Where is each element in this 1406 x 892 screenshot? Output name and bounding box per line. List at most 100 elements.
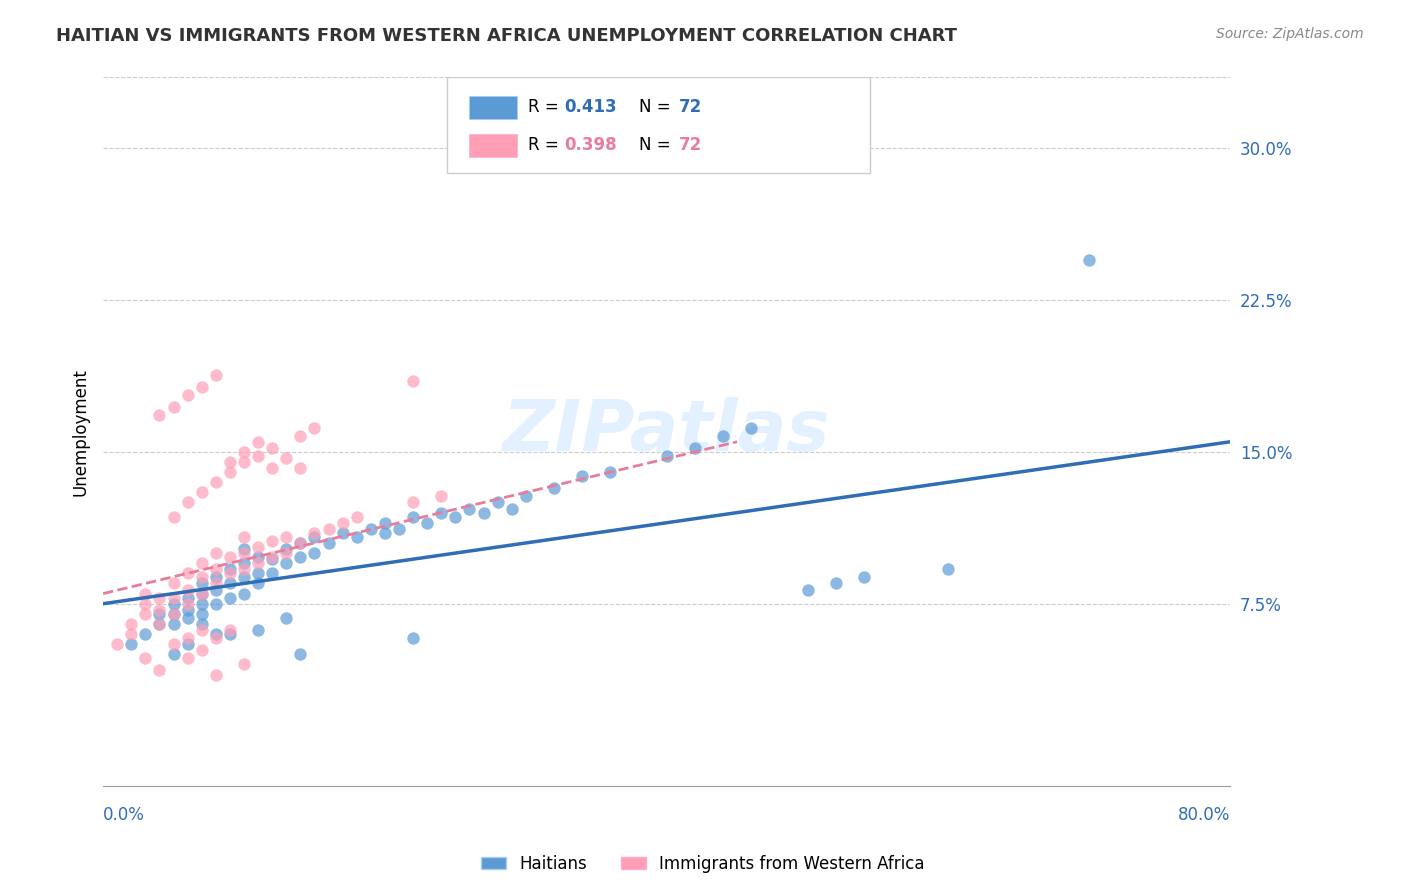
Point [205,570,228,584]
Point [162,616,184,631]
Point [416,516,439,530]
Text: 72: 72 [679,98,703,116]
Point [176,388,198,402]
Text: 0.0%: 0.0% [103,806,145,824]
Text: 72: 72 [679,136,703,154]
Point [402,631,425,645]
Point [190,586,212,600]
Point [262,552,284,566]
Point [205,582,228,597]
Point [219,591,242,605]
Point [176,637,198,651]
Point [134,627,156,641]
Point [176,566,198,581]
Y-axis label: Unemployment: Unemployment [72,368,89,496]
Point [402,374,425,388]
Text: 80.0%: 80.0% [1178,806,1230,824]
Point [374,516,396,530]
Point [290,550,312,565]
Point [162,509,184,524]
Point [304,546,326,560]
Point [190,623,212,637]
Point [515,490,537,504]
Point [148,616,170,631]
Point [190,556,212,570]
Text: HAITIAN VS IMMIGRANTS FROM WESTERN AFRICA UNEMPLOYMENT CORRELATION CHART: HAITIAN VS IMMIGRANTS FROM WESTERN AFRIC… [56,27,957,45]
Point [190,570,212,584]
Point [571,469,593,483]
Point [176,631,198,645]
Point [176,651,198,665]
Point [205,576,228,591]
Point [233,542,256,557]
Text: Source: ZipAtlas.com: Source: ZipAtlas.com [1216,27,1364,41]
Point [205,597,228,611]
Point [162,637,184,651]
Point [276,530,298,544]
Point [290,461,312,475]
Point [683,441,706,455]
Point [233,445,256,459]
Point [430,490,453,504]
Point [318,522,340,536]
Point [247,576,270,591]
Point [176,603,198,617]
Point [1078,252,1101,267]
Point [148,591,170,605]
Point [134,651,156,665]
Point [219,627,242,641]
Point [304,525,326,540]
Point [205,631,228,645]
Point [262,441,284,455]
Point [205,368,228,382]
Point [176,495,198,509]
Point [262,566,284,581]
Point [233,546,256,560]
Point [219,465,242,479]
Point [796,582,818,597]
Point [205,546,228,560]
Point [148,603,170,617]
Point [304,420,326,434]
Point [190,597,212,611]
Point [162,597,184,611]
Point [205,667,228,681]
Point [472,506,495,520]
Point [190,576,212,591]
Point [276,611,298,625]
Point [176,582,198,597]
Point [543,481,565,495]
Point [190,380,212,394]
Point [162,576,184,591]
Point [134,607,156,621]
Point [711,428,734,442]
Point [247,449,270,463]
Point [938,562,960,576]
Point [458,501,481,516]
Point [402,509,425,524]
Point [346,509,368,524]
Point [290,536,312,550]
Point [134,586,156,600]
Point [824,576,846,591]
Point [276,450,298,465]
Point [148,607,170,621]
Point [219,455,242,469]
Point [162,607,184,621]
Point [205,562,228,576]
Text: ZIPatlas: ZIPatlas [503,397,831,467]
Text: 0.413: 0.413 [564,98,617,116]
Point [148,409,170,423]
Legend: Haitians, Immigrants from Western Africa: Haitians, Immigrants from Western Africa [475,848,931,880]
Point [190,643,212,657]
Point [162,648,184,662]
Point [374,525,396,540]
Point [247,550,270,565]
Point [219,550,242,565]
Point [332,525,354,540]
Point [233,570,256,584]
Point [486,495,509,509]
Point [247,540,270,554]
Point [148,616,170,631]
Text: N =: N = [638,98,675,116]
